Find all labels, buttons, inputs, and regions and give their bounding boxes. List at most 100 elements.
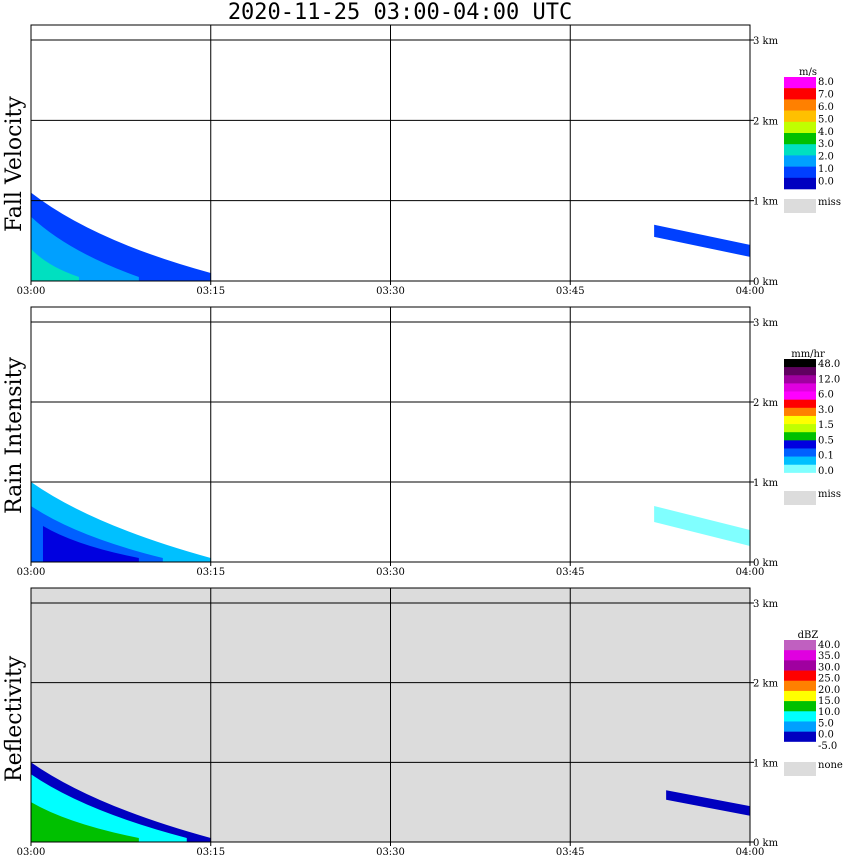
- legend-missing-swatch: [784, 762, 816, 776]
- x-tick-label: 03:45: [556, 567, 585, 578]
- legend-label: 48.0: [818, 359, 840, 370]
- legend-swatch-reflectivity-8: [784, 721, 816, 732]
- y-tick-label: 2 km: [753, 116, 779, 127]
- legend-swatch-fall-velocity-8: [784, 166, 816, 179]
- legend-swatch-reflectivity-5: [784, 690, 816, 702]
- y-tick-label: 1 km: [753, 197, 779, 208]
- y-tick-label: 2 km: [753, 679, 779, 690]
- legend-swatch-rain-intensity-13: [784, 464, 816, 474]
- legend-swatch-rain-intensity-6: [784, 407, 816, 417]
- legend-swatch-reflectivity-6: [784, 701, 816, 712]
- legend-swatch-reflectivity-2: [784, 660, 816, 671]
- y-tick-label: 3 km: [753, 599, 779, 610]
- legend-swatch-rain-intensity-5: [784, 399, 816, 409]
- legend-label: 20.0: [818, 685, 840, 696]
- legend-swatch-rain-intensity-10: [784, 440, 816, 449]
- y-tick-label: 0 km: [753, 838, 779, 849]
- legend-label: 3.0: [818, 139, 834, 150]
- legend-label: 5.0: [818, 718, 834, 729]
- echo-region-fall-velocity-1: [31, 216, 139, 281]
- legend-label: 8.0: [818, 77, 834, 88]
- x-tick-label: 03:45: [556, 847, 585, 858]
- legend-label: miss: [818, 489, 841, 500]
- legend-swatch-rain-intensity-7: [784, 415, 816, 425]
- echo-region-fall-velocity-2: [31, 248, 79, 281]
- y-tick-label: 0 km: [753, 277, 779, 288]
- legend-swatch-rain-intensity-4: [784, 391, 816, 400]
- y-tick-label: 2 km: [753, 398, 779, 409]
- legend-swatch-fall-velocity-4: [784, 121, 816, 134]
- y-tick-label: 3 km: [753, 318, 779, 329]
- x-tick-label: 04:00: [736, 567, 765, 578]
- legend-swatch-rain-intensity-2: [784, 375, 816, 384]
- legend-label: 7.0: [818, 89, 834, 100]
- legend-label: 1.5: [818, 420, 834, 431]
- legend-swatch-reflectivity-10: [784, 741, 816, 753]
- legend-swatch-fall-velocity-1: [784, 88, 816, 100]
- x-tick-label: 03:15: [196, 567, 225, 578]
- legend-label: 0.5: [818, 435, 834, 446]
- echo-region-rain-intensity-2: [42, 526, 139, 562]
- x-tick-label: 03:45: [556, 286, 585, 297]
- legend-unit: dBZ: [798, 630, 819, 641]
- legend-swatch-rain-intensity-8: [784, 424, 816, 433]
- legend-label: 5.0: [818, 114, 834, 125]
- legend-swatch-reflectivity-9: [784, 731, 816, 743]
- legend-swatch-reflectivity-4: [784, 680, 816, 692]
- legend-unit: mm/hr: [791, 349, 825, 360]
- echo-region-reflectivity-3: [666, 790, 750, 816]
- legend-label: 6.0: [818, 102, 834, 113]
- legend-swatch-fall-velocity-6: [784, 144, 816, 156]
- legend-swatch-fall-velocity-0: [784, 77, 816, 89]
- legend-swatch-reflectivity-0: [784, 640, 816, 651]
- chart-title: 2020-11-25 03:00-04:00 UTC: [227, 0, 573, 25]
- legend-swatch-rain-intensity-0: [784, 359, 816, 368]
- legend-label: 0.0: [818, 466, 834, 477]
- legend-label: 0.0: [818, 177, 834, 188]
- echo-region-reflectivity-2: [31, 802, 139, 842]
- y-tick-label: 1 km: [753, 758, 779, 769]
- legend-swatch-rain-intensity-1: [784, 367, 816, 376]
- x-tick-label: 03:15: [196, 847, 225, 858]
- legend-label: none: [818, 760, 843, 771]
- legend-label: miss: [818, 197, 841, 208]
- legend-label: 35.0: [818, 651, 840, 662]
- x-tick-label: 04:00: [736, 286, 765, 297]
- x-tick-label: 03:30: [376, 847, 405, 858]
- legend-label: 10.0: [818, 707, 840, 718]
- x-tick-label: 03:00: [17, 567, 46, 578]
- legend-swatch-reflectivity-3: [784, 670, 816, 682]
- legend-label: 0.1: [818, 451, 834, 462]
- legend-label: 2.0: [818, 152, 834, 163]
- x-tick-label: 03:30: [376, 286, 405, 297]
- legend-swatch-rain-intensity-14: [784, 472, 816, 482]
- echo-region-fall-velocity-3: [654, 224, 750, 257]
- legend-label: 1.0: [818, 164, 834, 175]
- y-tick-label: 0 km: [753, 558, 779, 569]
- legend-label: 12.0: [818, 374, 840, 385]
- legend-label: 40.0: [818, 640, 840, 651]
- legend-label: 0.0: [818, 730, 834, 741]
- x-tick-label: 04:00: [736, 847, 765, 858]
- legend-swatch-fall-velocity-9: [784, 177, 816, 190]
- legend-swatch-reflectivity-1: [784, 650, 816, 661]
- legend-swatch-rain-intensity-11: [784, 448, 816, 457]
- x-tick-label: 03:00: [17, 847, 46, 858]
- legend-swatch-rain-intensity-12: [784, 456, 816, 466]
- y-tick-label: 3 km: [753, 36, 779, 47]
- legend-swatch-fall-velocity-7: [784, 155, 816, 167]
- legend-label: 25.0: [818, 674, 840, 685]
- x-tick-label: 03:15: [196, 286, 225, 297]
- legend-label: 3.0: [818, 405, 834, 416]
- legend-label: 30.0: [818, 662, 840, 673]
- x-tick-label: 03:30: [376, 567, 405, 578]
- legend-label: -5.0: [818, 741, 837, 752]
- legend-label: 6.0: [818, 390, 834, 401]
- legend-swatch-reflectivity-7: [784, 711, 816, 722]
- y-tick-label: 1 km: [753, 478, 779, 489]
- legend-swatch-fall-velocity-3: [784, 110, 816, 123]
- echo-region-rain-intensity-3: [654, 506, 750, 546]
- legend-missing-swatch: [784, 199, 816, 213]
- legend-swatch-rain-intensity-3: [784, 383, 816, 392]
